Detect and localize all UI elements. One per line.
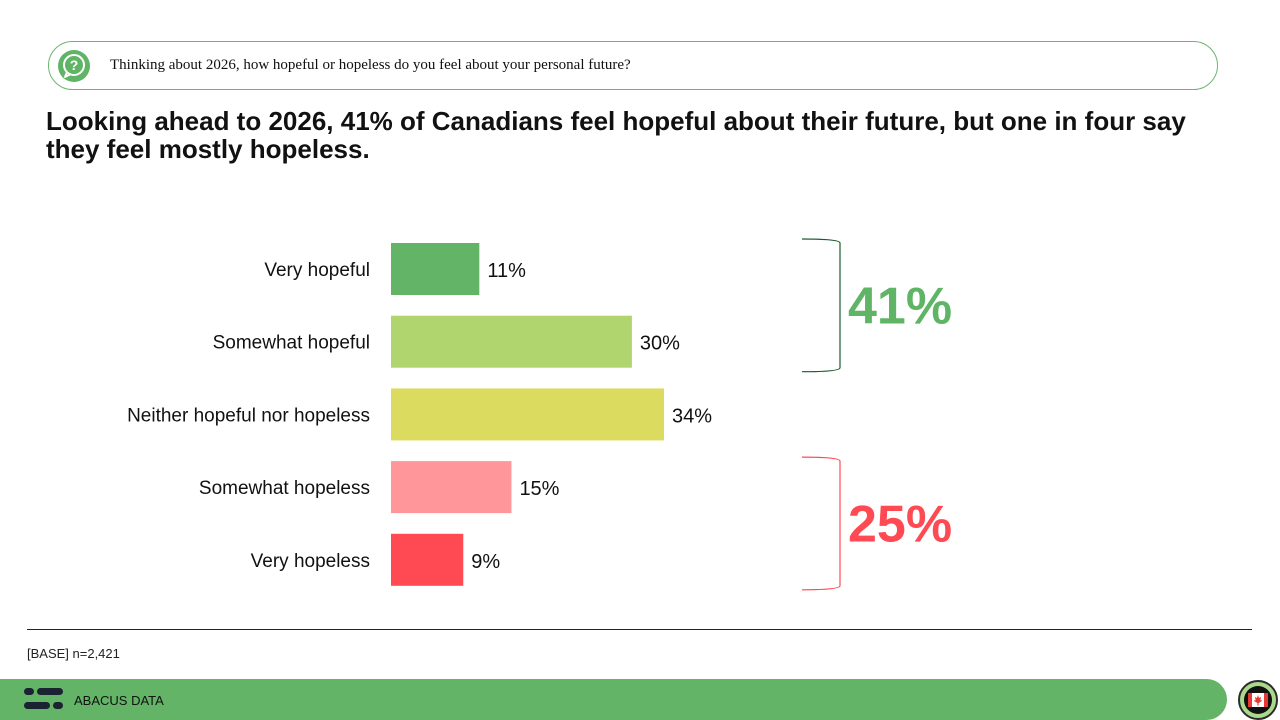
bar: [391, 315, 632, 368]
question-icon: ?: [58, 50, 90, 82]
group-total-label: 41%: [848, 277, 952, 335]
divider: [27, 629, 1252, 630]
abacus-logo-icon: [24, 688, 64, 715]
category-label: Somewhat hopeful: [213, 333, 370, 354]
group-total-label: 25%: [848, 495, 952, 553]
headline: Looking ahead to 2026, 41% of Canadians …: [46, 106, 1186, 164]
value-label: 9%: [471, 551, 500, 573]
maple-leaf-badge-icon: [1238, 680, 1278, 720]
group-bracket: [801, 456, 841, 591]
value-label: 34%: [672, 405, 712, 427]
svg-text:?: ?: [70, 57, 79, 73]
question-box: ? Thinking about 2026, how hopeful or ho…: [48, 41, 1218, 90]
value-label: 30%: [640, 333, 680, 355]
group-bracket: [801, 238, 841, 373]
bar: [391, 461, 512, 514]
bar: [391, 243, 480, 295]
category-label: Very hopeless: [251, 551, 370, 572]
brand-name: ABACUS DATA: [74, 693, 164, 708]
bar: [391, 533, 464, 586]
category-label: Somewhat hopeless: [199, 478, 370, 499]
base-note: [BASE] n=2,421: [27, 646, 120, 661]
value-label: 15%: [519, 478, 559, 500]
footer-bar: ABACUS DATA: [0, 679, 1227, 720]
value-label: 11%: [487, 260, 526, 282]
bar: [391, 388, 664, 441]
bar-chart: Very hopeful 11% Somewhat hopeful 30% Neithe…: [127, 238, 952, 591]
category-label: Very hopeful: [264, 260, 370, 281]
question-text: Thinking about 2026, how hopeful or hope…: [110, 57, 631, 73]
category-label: Neither hopeful nor hopeless: [127, 405, 370, 426]
